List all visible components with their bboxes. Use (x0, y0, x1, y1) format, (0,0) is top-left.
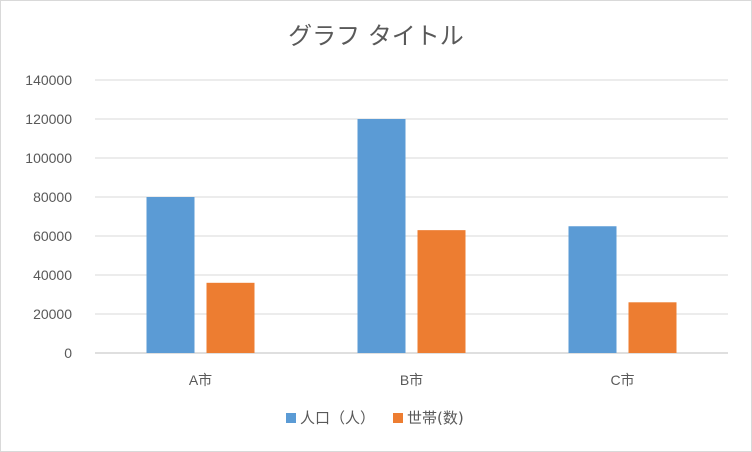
legend-swatch (286, 413, 296, 423)
bar-households (206, 282, 255, 353)
x-tick-label: B市 (400, 372, 423, 388)
bars (146, 119, 677, 353)
legend-swatch (393, 413, 403, 423)
bar-households (417, 230, 466, 353)
bar-population (568, 226, 617, 353)
bar-population (357, 119, 406, 353)
y-tick-label: 0 (64, 345, 72, 361)
y-tick-label: 80000 (33, 189, 72, 205)
y-tick-label: 100000 (25, 150, 72, 166)
y-tick-label: 40000 (33, 267, 72, 283)
legend-label: 世帯(数) (407, 409, 464, 427)
bar-population (146, 197, 195, 353)
y-tick-label: 140000 (25, 72, 72, 88)
chart-title: グラフ タイトル (288, 22, 464, 50)
y-tick-label: 120000 (25, 111, 72, 127)
legend: 人口（人） 世帯(数) (286, 409, 464, 427)
legend-label: 人口（人） (300, 409, 375, 427)
bar-households (628, 302, 677, 353)
x-tick-label: A市 (189, 372, 212, 388)
x-tick-label: C市 (610, 372, 634, 388)
gridlines (95, 79, 728, 354)
y-tick-label: 60000 (33, 228, 72, 244)
y-axis-ticks: 0 20000 40000 60000 80000 100000 120000 140000 (25, 72, 72, 361)
x-axis-ticks: A市 B市 C市 (189, 372, 635, 388)
y-tick-label: 20000 (33, 306, 72, 322)
